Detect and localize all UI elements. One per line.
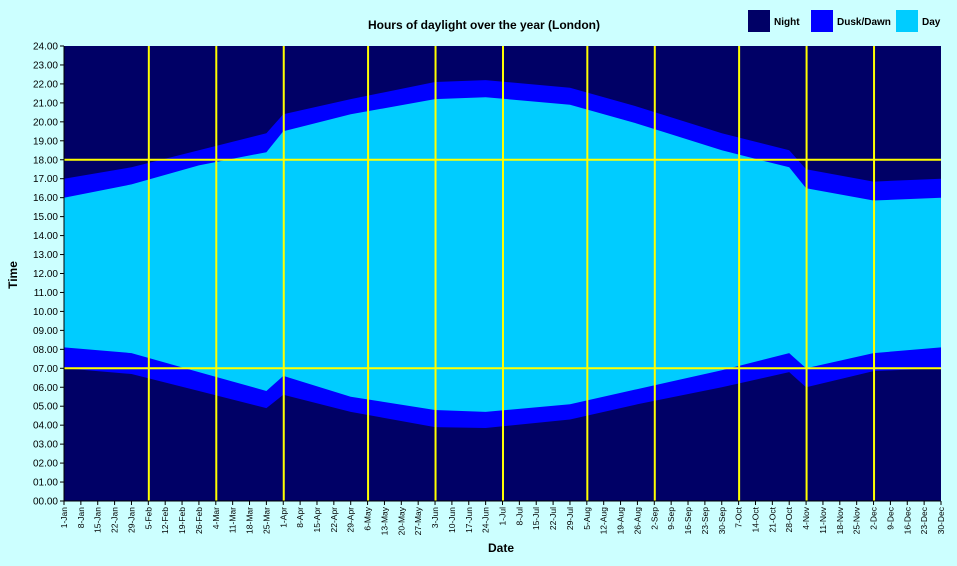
y-tick-label: 22.00 [33,79,58,90]
x-tick-label: 12-Feb [160,507,170,534]
x-tick-label: 19-Aug [616,507,626,535]
x-tick-label: 28-Oct [784,506,794,532]
x-tick-label: 11-Mar [228,507,238,533]
legend-label: Dusk/Dawn [837,17,891,28]
y-tick-label: 08.00 [33,345,58,356]
y-tick-label: 23.00 [33,60,58,71]
x-tick-label: 11-Nov [818,506,828,534]
x-tick-label: 8-Jul [514,507,524,526]
x-tick-label: 18-Mar [245,507,255,534]
y-tick-label: 01.00 [33,478,58,489]
x-tick-label: 15-Jul [531,507,541,530]
y-tick-label: 07.00 [33,364,58,375]
x-tick-label: 15-Apr [312,507,322,533]
x-tick-label: 17-Jun [464,507,474,533]
x-tick-label: 23-Dec [919,506,929,534]
x-tick-label: 5-Aug [582,507,592,530]
y-tick-label: 15.00 [33,212,58,223]
x-tick-label: 29-Jul [565,507,575,530]
x-tick-label: 1-Jan [59,507,69,529]
x-tick-label: 30-Dec [936,506,946,534]
x-tick-label: 2-Dec [869,506,879,529]
y-tick-label: 21.00 [33,98,58,109]
y-tick-label: 09.00 [33,326,58,337]
x-tick-label: 27-May [413,506,423,535]
x-tick-label: 16-Sep [683,507,693,535]
x-tick-label: 8-Jan [76,507,86,529]
x-tick-label: 7-Oct [734,506,744,527]
y-tick-label: 00.00 [33,497,58,508]
x-tick-label: 19-Feb [177,507,187,534]
x-tick-label: 9-Dec [885,506,895,529]
x-tick-label: 22-Jul [548,507,558,530]
x-tick-label: 29-Jan [127,507,137,533]
y-tick-label: 18.00 [33,155,58,166]
x-tick-label: 4-Nov [801,506,811,529]
x-tick-label: 6-May [363,506,373,530]
y-tick-label: 11.00 [34,288,59,299]
x-tick-label: 29-Apr [346,507,356,533]
y-tick-label: 02.00 [33,459,58,470]
legend-swatch [896,10,918,32]
x-tick-label: 13-May [379,506,389,535]
x-tick-label: 10-Jun [447,507,457,533]
y-tick-label: 19.00 [33,136,58,147]
x-axis-title: Date [488,541,514,555]
reference-lines [64,46,941,501]
x-tick-label: 26-Feb [194,507,204,534]
legend: Night Dusk/Dawn Day [748,10,941,32]
x-tick-label: 8-Apr [295,507,305,528]
y-tick-label: 03.00 [33,440,58,451]
x-tick-label: 30-Sep [717,507,727,535]
y-tick-label: 14.00 [33,231,58,242]
legend-label: Night [774,17,800,28]
x-tick-label: 20-May [396,506,406,535]
x-tick-label: 18-Nov [835,506,845,534]
y-tick-label: 20.00 [33,117,58,128]
x-tick-label: 21-Oct [767,506,777,532]
x-tick-label: 9-Sep [666,507,676,530]
x-tick-label: 14-Oct [751,506,761,532]
x-axis: 1-Jan 8-Jan 15-Jan 22-Jan 29-Jan 5-Feb 12-Feb 1… [59,500,946,535]
y-tick-label: 17.00 [33,174,58,185]
legend-label: Day [922,17,941,28]
y-tick-label: 10.00 [33,307,58,318]
x-tick-label: 23-Sep [700,507,710,535]
y-tick-label: 06.00 [33,383,58,394]
y-tick-label: 04.00 [33,421,58,432]
x-tick-label: 25-Nov [852,506,862,534]
x-tick-label: 26-Aug [632,507,642,535]
x-tick-label: 5-Feb [143,507,153,529]
y-tick-label: 24.00 [33,42,58,53]
y-tick-label: 13.00 [33,250,58,261]
x-tick-label: 16-Dec [902,506,912,534]
x-tick-label: 4-Mar [211,507,221,529]
legend-swatch [748,10,770,32]
x-tick-label: 1-Apr [278,507,288,528]
x-tick-label: 12-Aug [599,507,609,535]
chart-title: Hours of daylight over the year (London) [368,18,600,32]
x-tick-label: 1-Jul [498,507,508,526]
x-tick-label: 15-Jan [93,507,103,533]
x-tick-label: 2-Sep [649,507,659,530]
y-tick-label: 16.00 [33,193,58,204]
y-axis-title: Time [6,261,20,289]
x-tick-label: 22-Jan [110,507,120,533]
x-tick-label: 24-Jun [481,507,491,533]
x-tick-label: 3-Jun [430,507,440,529]
x-tick-label: 22-Apr [329,507,339,533]
legend-swatch [811,10,833,32]
x-tick-label: 25-Mar [261,507,271,534]
y-axis: 00.00 01.00 02.00 03.00 04.00 05.00 06.00 07.00… [33,42,65,508]
y-tick-label: 05.00 [33,402,58,413]
y-tick-label: 12.00 [33,269,58,280]
